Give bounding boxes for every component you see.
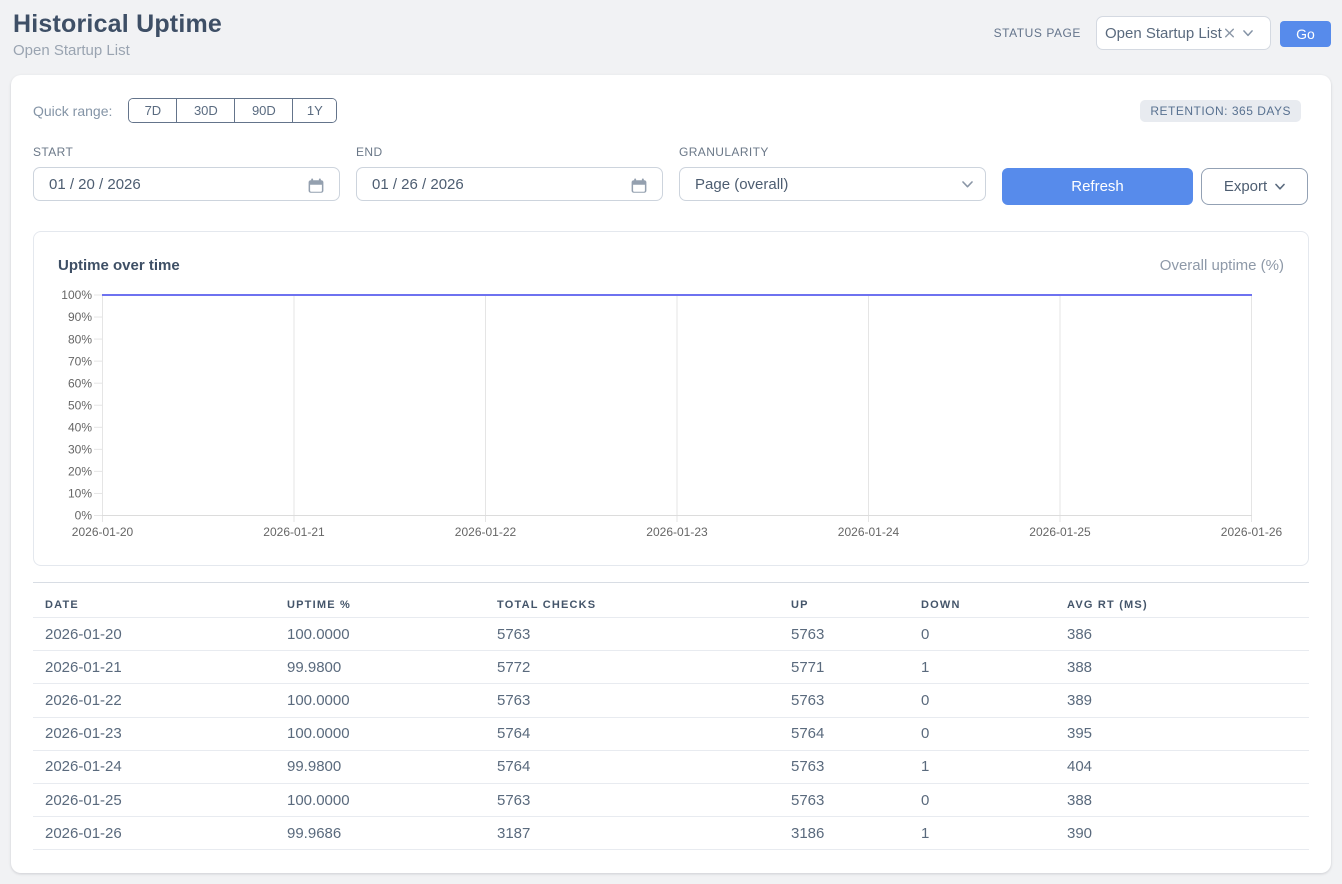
svg-text:2026-01-20: 2026-01-20 bbox=[72, 525, 134, 539]
svg-text:60%: 60% bbox=[68, 376, 92, 390]
svg-text:80%: 80% bbox=[68, 332, 92, 346]
svg-text:0%: 0% bbox=[75, 509, 93, 523]
svg-text:2026-01-22: 2026-01-22 bbox=[455, 525, 517, 539]
svg-text:70%: 70% bbox=[68, 354, 92, 368]
svg-text:2026-01-23: 2026-01-23 bbox=[646, 525, 708, 539]
svg-text:50%: 50% bbox=[68, 398, 92, 412]
svg-text:10%: 10% bbox=[68, 487, 92, 501]
svg-text:2026-01-26: 2026-01-26 bbox=[1221, 525, 1283, 539]
svg-text:40%: 40% bbox=[68, 421, 92, 435]
svg-text:2026-01-21: 2026-01-21 bbox=[263, 525, 325, 539]
svg-text:2026-01-25: 2026-01-25 bbox=[1029, 525, 1091, 539]
svg-text:100%: 100% bbox=[61, 288, 92, 302]
svg-text:30%: 30% bbox=[68, 443, 92, 457]
svg-text:2026-01-24: 2026-01-24 bbox=[838, 525, 900, 539]
svg-text:90%: 90% bbox=[68, 310, 92, 324]
svg-text:20%: 20% bbox=[68, 465, 92, 479]
